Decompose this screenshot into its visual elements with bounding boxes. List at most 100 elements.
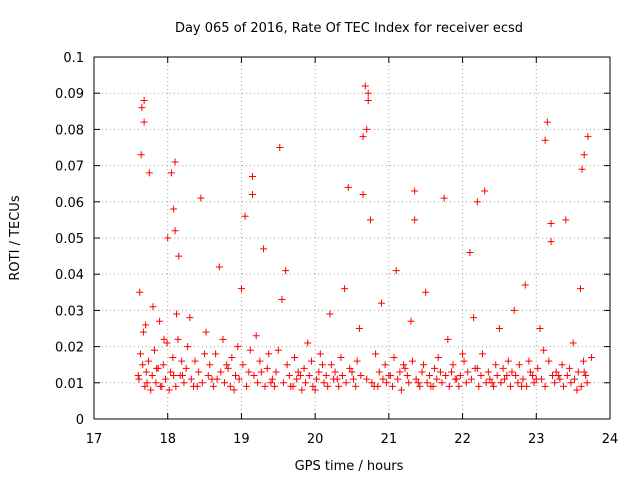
data-point xyxy=(577,285,585,293)
data-point xyxy=(326,310,334,318)
data-point xyxy=(154,364,162,372)
data-point xyxy=(148,372,156,380)
data-point xyxy=(455,382,463,390)
data-point xyxy=(198,379,206,387)
data-point xyxy=(584,133,592,141)
data-point xyxy=(411,216,419,224)
data-point xyxy=(271,382,279,390)
data-point xyxy=(515,361,523,369)
x-tick-labels: 17 18 19 20 21 22 23 24 xyxy=(86,432,619,447)
data-point xyxy=(344,183,352,191)
y-tick-label: 0.08 xyxy=(55,123,84,138)
data-point xyxy=(412,375,420,383)
data-point xyxy=(158,382,166,390)
data-point xyxy=(554,372,562,380)
y-tick-label: 0.04 xyxy=(55,268,84,283)
data-point xyxy=(420,361,428,369)
data-point xyxy=(353,357,361,365)
data-point xyxy=(525,357,533,365)
data-point xyxy=(272,368,280,376)
data-point xyxy=(477,372,485,380)
data-point xyxy=(305,372,313,380)
data-point xyxy=(549,372,557,380)
data-point xyxy=(256,357,264,365)
data-point xyxy=(268,375,276,383)
data-point xyxy=(254,379,262,387)
data-point xyxy=(156,317,164,325)
data-point xyxy=(171,158,179,166)
data-point xyxy=(243,382,251,390)
data-point xyxy=(319,361,327,369)
data-point xyxy=(453,375,461,383)
data-point xyxy=(390,353,398,361)
data-point xyxy=(583,379,591,387)
data-point xyxy=(170,205,178,213)
data-point xyxy=(556,375,564,383)
data-point xyxy=(392,267,400,275)
data-point xyxy=(300,364,308,372)
data-point xyxy=(490,382,498,390)
data-point xyxy=(219,335,227,343)
data-point xyxy=(510,306,518,314)
data-point xyxy=(278,296,286,304)
y-tick-label: 0.01 xyxy=(55,377,84,392)
data-point xyxy=(521,281,529,289)
data-point xyxy=(296,372,304,380)
data-point xyxy=(565,364,573,372)
data-point xyxy=(337,353,345,361)
data-point xyxy=(536,325,544,332)
data-point xyxy=(311,386,319,394)
data-point xyxy=(167,368,175,376)
data-point xyxy=(349,375,357,383)
data-point xyxy=(488,379,496,387)
data-point xyxy=(135,375,143,383)
data-point xyxy=(482,379,490,387)
data-point xyxy=(381,361,389,369)
data-point xyxy=(408,357,416,365)
data-point xyxy=(315,368,323,376)
data-point xyxy=(580,151,588,159)
data-point xyxy=(486,375,494,383)
data-point xyxy=(195,368,203,376)
data-point xyxy=(220,379,228,387)
data-point xyxy=(143,379,151,387)
data-point xyxy=(359,191,367,199)
data-point xyxy=(504,357,512,365)
data-point xyxy=(322,372,330,380)
data-point xyxy=(567,379,575,387)
data-point xyxy=(545,357,553,365)
data-point xyxy=(174,335,182,343)
data-point xyxy=(291,353,299,361)
data-point xyxy=(324,382,332,390)
data-point xyxy=(364,96,372,104)
data-point xyxy=(261,382,269,390)
data-point xyxy=(274,346,282,354)
data-point xyxy=(342,379,350,387)
data-point xyxy=(569,339,577,347)
data-point xyxy=(239,361,247,369)
data-point xyxy=(397,386,405,394)
data-point xyxy=(495,325,503,332)
data-point xyxy=(541,136,549,144)
data-point xyxy=(374,382,382,390)
data-point xyxy=(427,382,435,390)
data-point xyxy=(226,382,234,390)
data-point xyxy=(309,382,317,390)
data-point xyxy=(171,227,179,235)
data-point xyxy=(355,325,363,332)
data-point xyxy=(493,372,501,380)
data-point xyxy=(165,386,173,394)
data-point xyxy=(389,382,397,390)
data-point xyxy=(484,368,492,376)
data-point xyxy=(172,382,180,390)
data-point xyxy=(304,339,312,347)
data-point xyxy=(422,288,430,296)
data-point xyxy=(375,368,383,376)
data-point xyxy=(307,357,315,365)
data-point xyxy=(282,267,290,275)
data-point xyxy=(138,104,146,112)
x-tick-label: 19 xyxy=(233,432,250,447)
data-point xyxy=(330,375,338,383)
data-point xyxy=(142,368,150,376)
data-point xyxy=(176,372,184,380)
